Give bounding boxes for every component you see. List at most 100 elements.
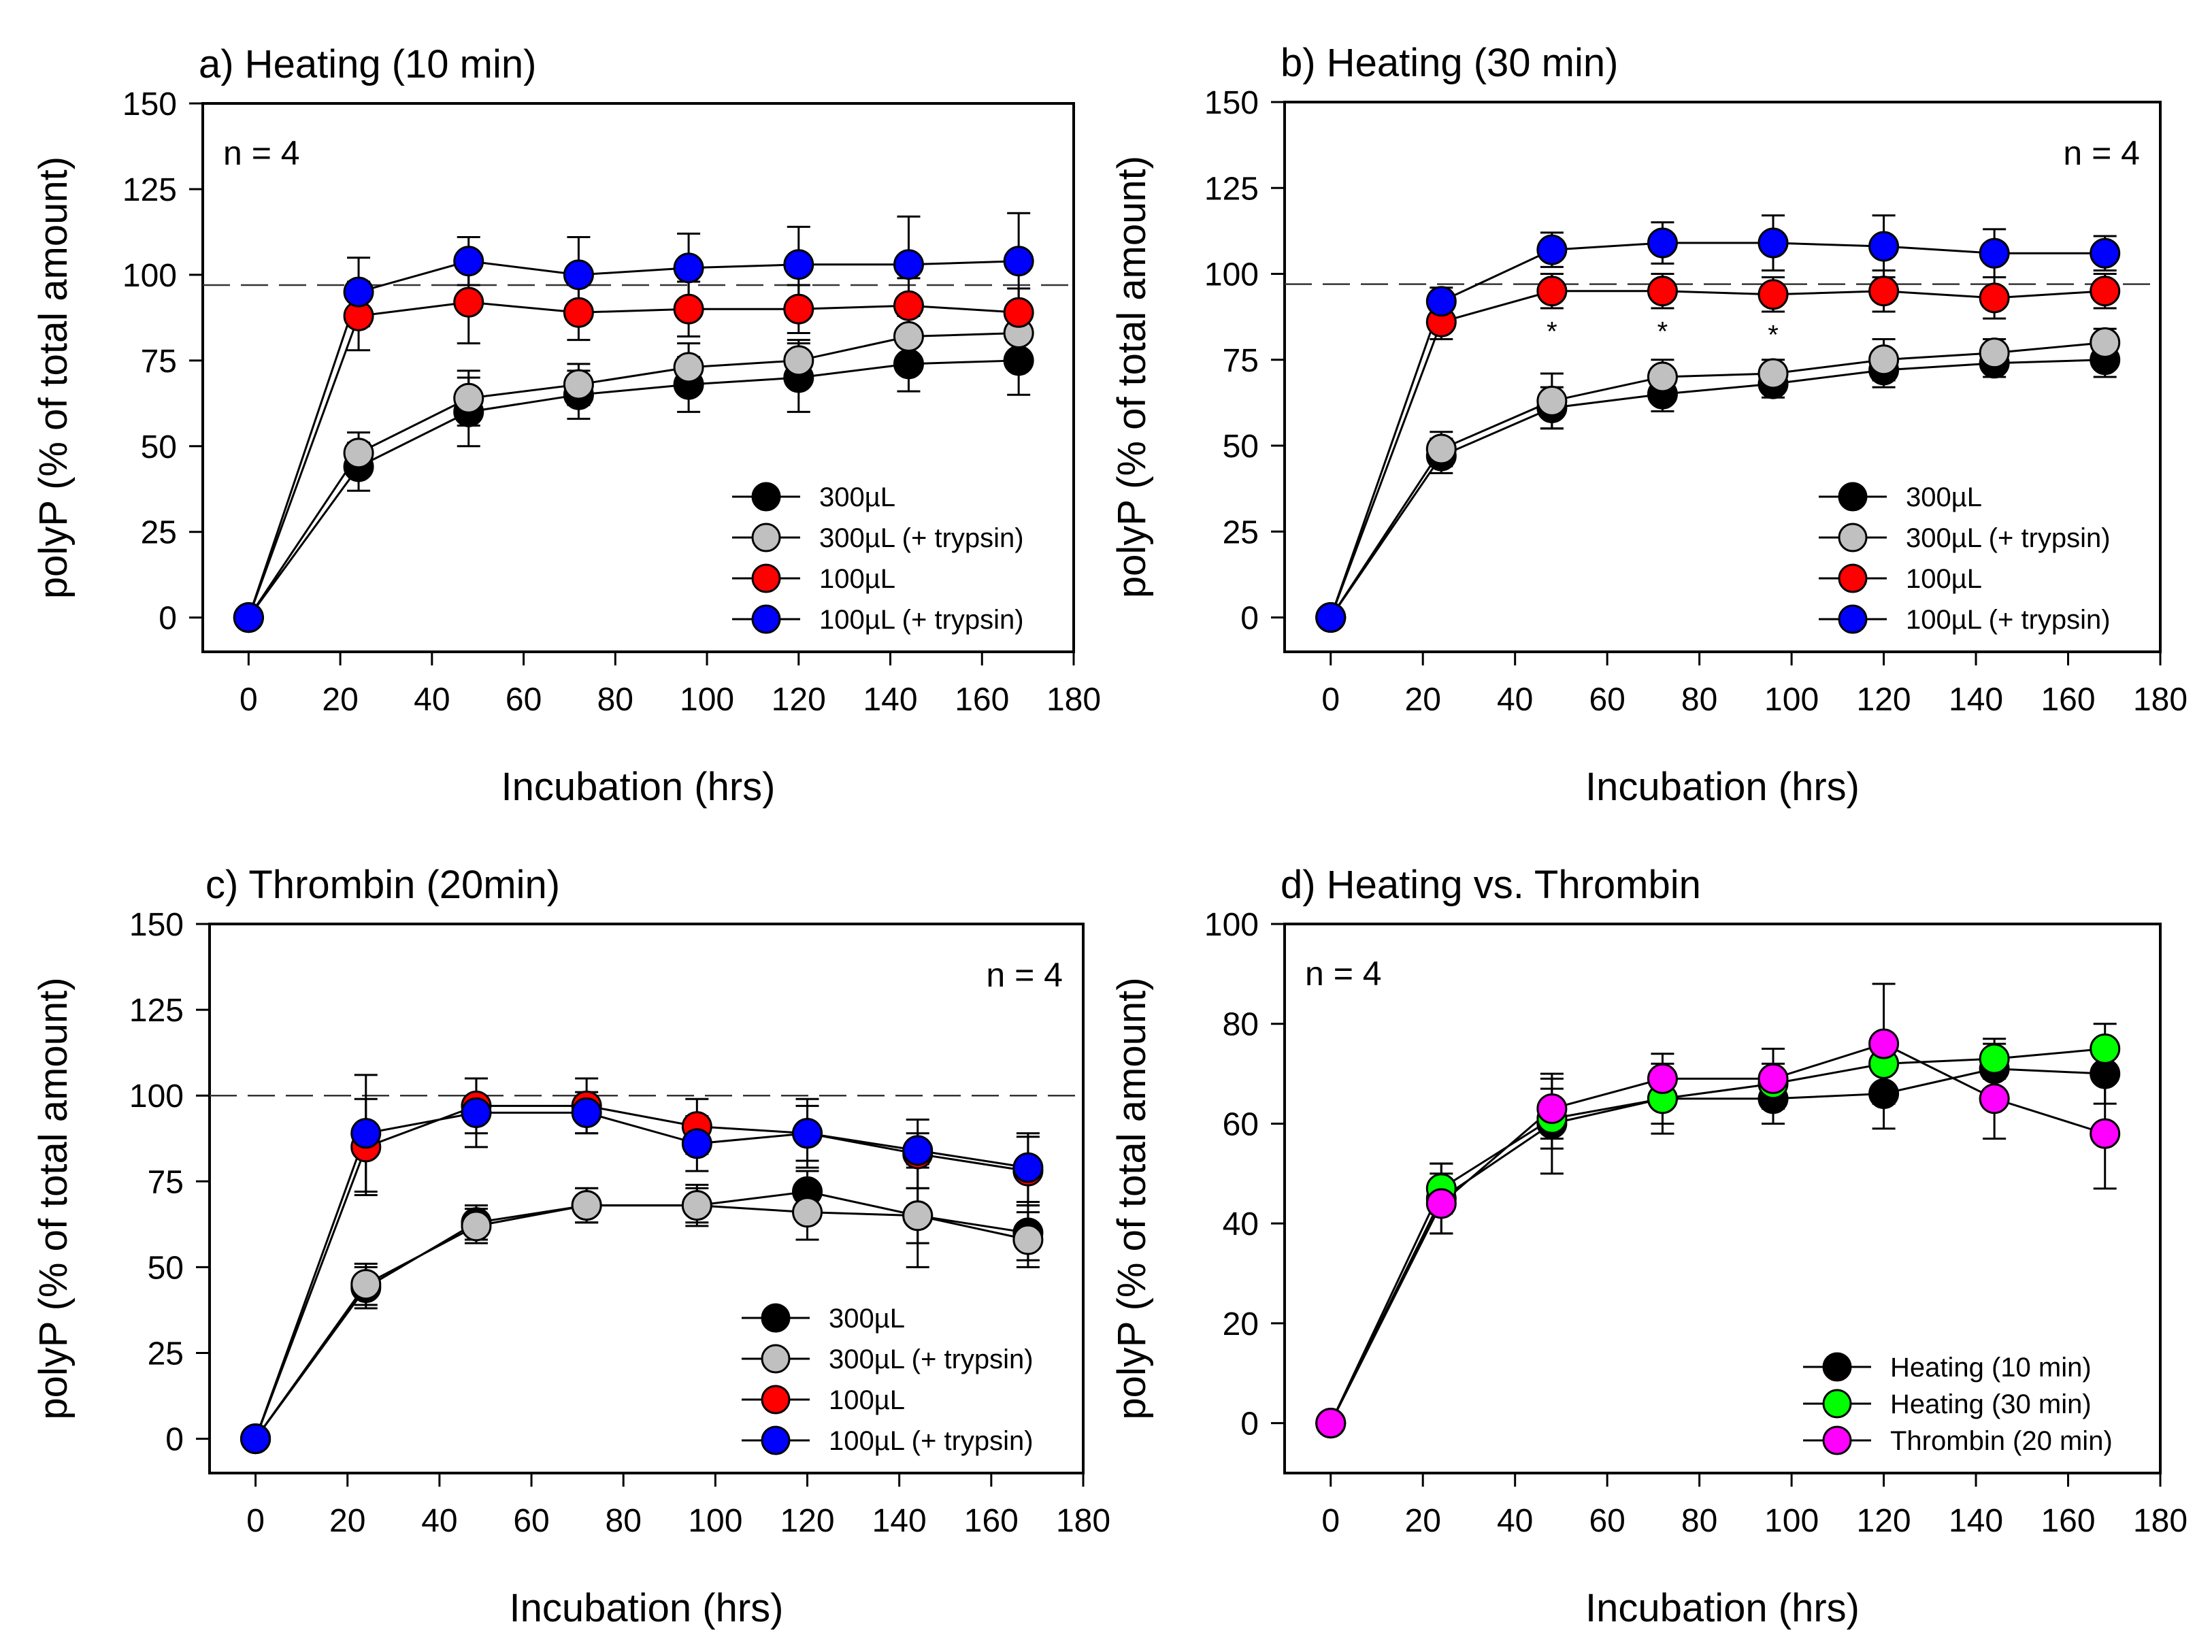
- x-tick-label: 0: [240, 682, 258, 718]
- data-point: [2090, 327, 2121, 358]
- legend-label: 300µL (+ trypsin): [819, 523, 1024, 553]
- significance-star: *: [1657, 316, 1668, 346]
- data-point: [1003, 297, 1034, 328]
- panel-c: c) Thrombin (20min) 0 20 40 60 80 100 120 140 160…: [31, 863, 1110, 1630]
- x-tick-label: 0: [1321, 1503, 1340, 1539]
- y-tick-label: 75: [1223, 343, 1259, 379]
- x-tick-label: 140: [1949, 682, 2003, 718]
- data-point: [1425, 1188, 1457, 1219]
- data-point: [893, 249, 924, 280]
- data-point: [1536, 1093, 1568, 1124]
- data-point: [792, 1118, 823, 1149]
- legend-marker: [1838, 523, 1868, 552]
- significance-star: *: [1547, 316, 1557, 346]
- x-tick-label: 160: [964, 1503, 1019, 1539]
- n-annotation: n = 4: [223, 134, 300, 172]
- x-tick-label: 0: [246, 1503, 265, 1539]
- y-tick-label: 25: [148, 1336, 184, 1372]
- x-tick-label: 80: [606, 1503, 642, 1539]
- series-line: [1330, 290, 2105, 618]
- panel-title: d) Heating vs. Thrombin: [1281, 863, 1701, 907]
- x-tick-label: 140: [863, 682, 917, 718]
- x-tick-label: 40: [421, 1503, 457, 1539]
- legend-marker: [1822, 1389, 1852, 1419]
- x-tick-label: 120: [1857, 1503, 1911, 1539]
- n-annotation: n = 4: [1305, 955, 1382, 993]
- plot-frame: [1283, 923, 2162, 1474]
- legend: 300µL 300µL (+ trypsin) 100µL 100µL (+ tryp…: [732, 482, 1024, 635]
- panel-title: a) Heating (10 min): [199, 42, 536, 86]
- x-tick-label: 180: [1056, 1503, 1110, 1539]
- legend-marker: [1822, 1352, 1852, 1382]
- data-point: [1757, 358, 1789, 389]
- y-tick-label: 150: [122, 86, 177, 122]
- data-point: [350, 1269, 382, 1300]
- x-axis-label: Incubation (hrs): [1585, 1586, 1860, 1630]
- x-tick-label: 60: [506, 682, 542, 718]
- y-tick-label: 0: [1240, 1406, 1259, 1442]
- data-point: [1757, 279, 1789, 310]
- significance-star: *: [1768, 320, 1779, 350]
- x-tick-label: 160: [955, 682, 1009, 718]
- series-line: [1330, 242, 2105, 618]
- data-point: [2090, 276, 2121, 307]
- legend-label: 300µL: [1906, 482, 1982, 512]
- legend-label: Thrombin (20 min): [1890, 1426, 2113, 1456]
- legend-marker: [1838, 563, 1868, 593]
- y-tick-label: 25: [141, 515, 177, 551]
- series-line: [1330, 342, 2105, 618]
- legend-label: 300µL: [829, 1304, 905, 1334]
- legend-marker: [1838, 482, 1868, 512]
- data-point: [1979, 1083, 2010, 1114]
- legend-label: 100µL: [819, 564, 895, 594]
- data-point: [1647, 1063, 1678, 1094]
- x-tick-label: 100: [1764, 1503, 1819, 1539]
- series-line: [1330, 1068, 2105, 1424]
- x-tick-label: 80: [1681, 682, 1717, 718]
- data-point: [1757, 227, 1789, 259]
- x-tick-label: 100: [688, 1503, 742, 1539]
- data-point: [1536, 385, 1568, 416]
- legend-label: Heating (10 min): [1890, 1353, 2092, 1383]
- x-tick-label: 140: [1949, 1503, 2003, 1539]
- data-point: [2090, 1033, 2121, 1064]
- n-annotation: n = 4: [2063, 134, 2140, 172]
- series-0: [1330, 342, 2117, 618]
- data-point: [571, 1190, 602, 1221]
- series-line: [1330, 1042, 2106, 1424]
- legend-label: 300µL (+ trypsin): [1906, 523, 2111, 553]
- y-tick-label: 50: [148, 1250, 184, 1286]
- x-tick-label: 160: [2041, 682, 2095, 718]
- data-point: [1012, 1224, 1044, 1255]
- y-axis-label: polyP (% of total amount): [31, 156, 76, 599]
- data-point: [673, 252, 704, 284]
- data-point: [1536, 276, 1568, 307]
- x-tick-label: 100: [680, 682, 734, 718]
- x-axis-label: Incubation (hrs): [1585, 765, 1860, 809]
- data-point: [681, 1190, 712, 1221]
- data-point: [563, 259, 594, 291]
- x-tick-label: 60: [513, 1503, 549, 1539]
- data-point: [1979, 1043, 2010, 1074]
- data-point: [563, 369, 594, 400]
- y-tick-label: 0: [165, 1422, 184, 1458]
- data-point: [681, 1128, 712, 1159]
- y-axis-label: polyP (% of total amount): [1110, 977, 1154, 1419]
- legend-marker: [761, 1385, 791, 1415]
- data-point: [461, 1210, 492, 1242]
- data-point: [893, 348, 924, 380]
- data-point: [902, 1135, 934, 1166]
- legend-label: 100µL (+ trypsin): [829, 1426, 1034, 1456]
- y-axis-label: polyP (% of total amount): [31, 977, 76, 1419]
- legend: 300µL 300µL (+ trypsin) 100µL 100µL (+ tryp…: [1819, 482, 2111, 635]
- x-tick-label: 40: [414, 682, 450, 718]
- series-line: [247, 301, 1019, 618]
- y-tick-label: 75: [148, 1164, 184, 1200]
- panel-title: b) Heating (30 min): [1281, 41, 1618, 85]
- series-line: [254, 1111, 1029, 1440]
- legend: Heating (10 min) Heating (30 min) Thrombin…: [1803, 1352, 2113, 1456]
- y-tick-label: 0: [159, 601, 177, 637]
- x-tick-label: 20: [329, 1503, 365, 1539]
- x-tick-label: 80: [597, 682, 633, 718]
